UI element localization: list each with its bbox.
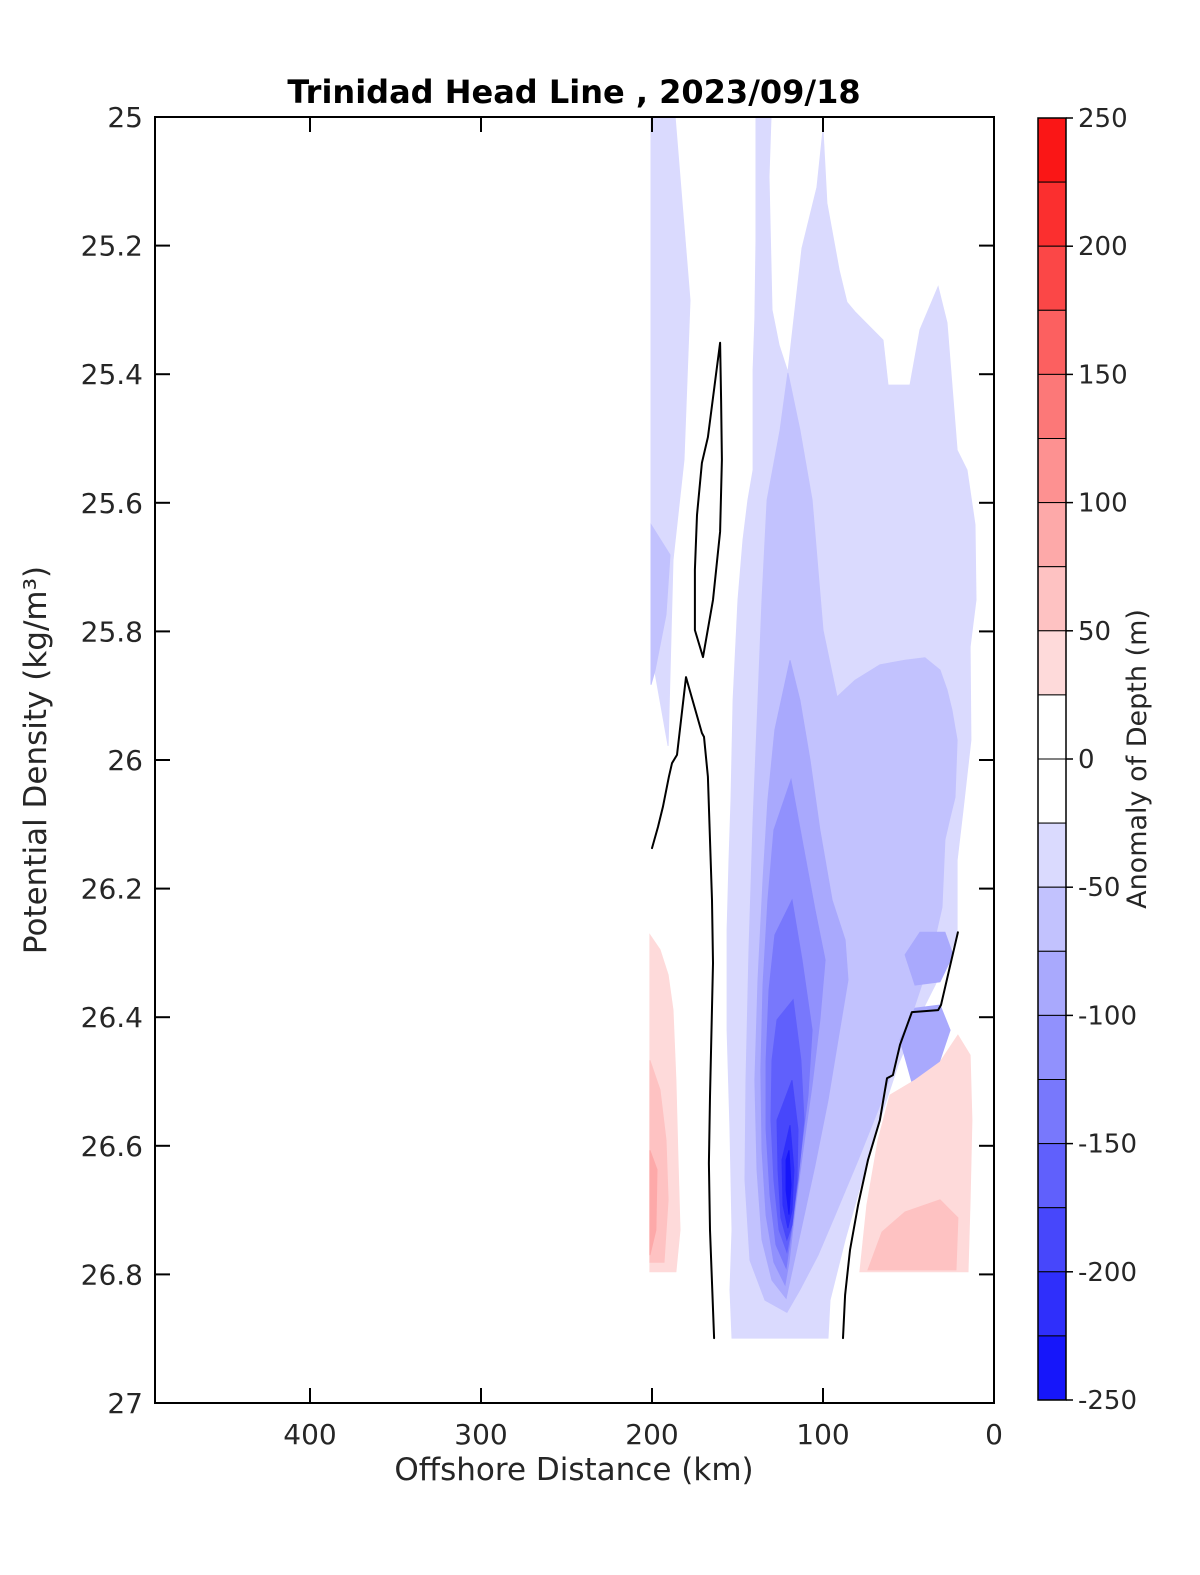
colorbar-segment [1037, 1207, 1067, 1273]
zero-loop-offshore [693, 341, 723, 659]
colorbar-segment [1037, 309, 1067, 375]
x-axis-label: Offshore Distance (km) [394, 1452, 753, 1488]
contour-fill-regions [649, 117, 977, 1339]
y-tick-label: 25.4 [81, 358, 143, 391]
contour-region-positive-nearshore-50 [867, 1199, 959, 1271]
colorbar-tick-label: 250 [1078, 104, 1128, 134]
x-tick-label: 100 [796, 1418, 849, 1451]
y-tick-label: 25.6 [81, 487, 143, 520]
colorbar-segment [1037, 758, 1067, 824]
y-tick-label: 25 [107, 101, 143, 134]
colorbar-segment [1037, 1271, 1067, 1337]
y-tick-label: 27 [107, 1387, 143, 1420]
contour-region-positive-offshore-75 [649, 1150, 658, 1256]
y-axis-label: Potential Density (kg/m³) [18, 566, 54, 954]
colorbar-tick-label: 150 [1078, 360, 1128, 390]
colorbar-label: Anomaly of Depth (m) [1122, 609, 1153, 909]
y-tick-label: 26.2 [81, 873, 143, 906]
colorbar-tick-label: -250 [1078, 1386, 1137, 1416]
colorbar-tick-label: 50 [1078, 617, 1111, 647]
colorbar-segment [1037, 117, 1067, 183]
colorbar-segment [1037, 245, 1067, 311]
axis-tick-labels: 400 300 200 100 0 25 25.2 25.4 25.6 25.8 26 26.2 26.… [81, 101, 1003, 1451]
x-tick-label: 300 [454, 1418, 507, 1451]
colorbar-segment [1037, 886, 1067, 952]
y-tick-label: 26 [107, 744, 143, 777]
colorbar-segment [1037, 502, 1067, 568]
colorbar-segment [1037, 373, 1067, 439]
axis-ticks [155, 116, 995, 1404]
colorbar [1037, 117, 1067, 1401]
y-tick-label: 26.8 [81, 1258, 143, 1291]
x-tick-label: 400 [283, 1418, 336, 1451]
x-tick-label: 200 [625, 1418, 678, 1451]
colorbar-segment [1037, 438, 1067, 504]
zero-contour-lines [651, 341, 959, 1340]
colorbar-segment [1037, 181, 1067, 247]
colorbar-tick-labels: 250 200 150 100 50 0 -50 -100 -150 -200 -250 [1066, 104, 1137, 1416]
colorbar-segment [1037, 822, 1067, 888]
contour-region-core-minus225 [785, 1150, 792, 1215]
zero-line-nearshore [842, 931, 959, 1340]
colorbar-tick-label: -200 [1078, 1258, 1137, 1288]
contour-region-offshore-band-minus50 [650, 522, 671, 685]
colorbar-segment [1037, 630, 1067, 696]
colorbar-segment [1037, 1014, 1067, 1081]
colorbar-segment [1037, 1335, 1067, 1401]
colorbar-segment [1037, 694, 1067, 760]
colorbar-tick-label: 0 [1078, 745, 1095, 775]
plot-title: Trinidad Head Line , 2023/09/18 [287, 73, 860, 111]
colorbar-tick-label: -150 [1078, 1130, 1137, 1160]
colorbar-tick-label: -100 [1078, 1001, 1137, 1031]
colorbar-tick-label: 100 [1078, 489, 1128, 519]
colorbar-segment [1037, 566, 1067, 632]
x-tick-label: 0 [985, 1418, 1003, 1451]
colorbar-segment [1037, 950, 1067, 1016]
colorbar-segment [1037, 1143, 1067, 1209]
y-tick-label: 26.4 [81, 1001, 143, 1034]
colorbar-segment [1037, 1079, 1067, 1145]
y-tick-label: 26.6 [81, 1130, 143, 1163]
colorbar-tick-label: -50 [1078, 873, 1120, 903]
zero-branch-central [651, 676, 716, 1340]
colorbar-tick-label: 200 [1078, 232, 1128, 262]
y-tick-label: 25.8 [81, 615, 143, 648]
y-tick-label: 25.2 [81, 230, 143, 263]
